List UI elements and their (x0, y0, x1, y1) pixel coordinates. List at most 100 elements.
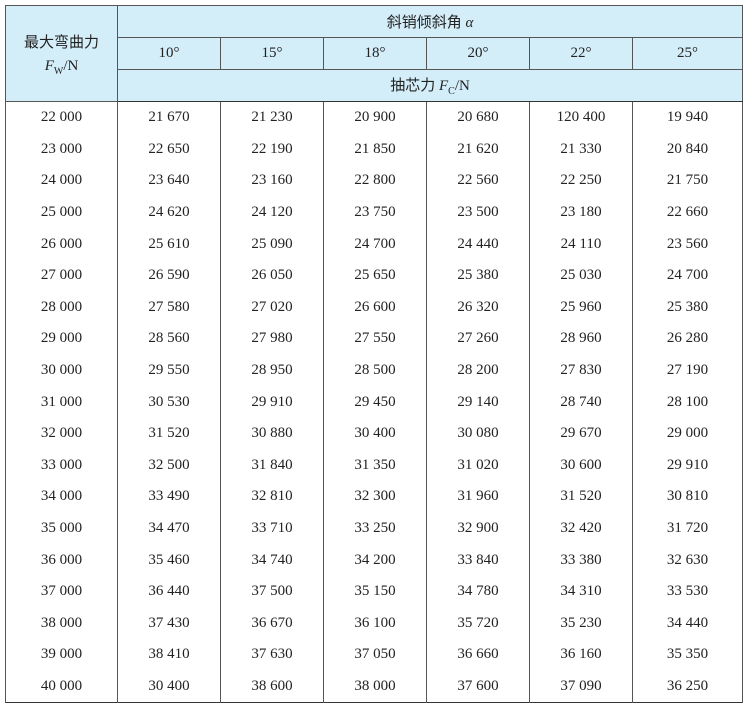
bending-force-cell: 37 000 (5, 575, 118, 608)
core-pulling-force-cell: 35 460 (117, 544, 221, 576)
core-pulling-force-cell: 21 750 (631, 165, 744, 197)
core-pulling-force-cell: 28 950 (220, 354, 324, 387)
core-pulling-force-cell: 32 810 (220, 481, 324, 513)
core-pulling-force-cell: 38 000 (323, 670, 427, 703)
core-pulling-force-cell: 22 660 (631, 196, 744, 229)
core-pulling-force-cell: 28 200 (426, 354, 530, 387)
angle-header-cell: 15° (220, 37, 324, 70)
table-row: 38 000 37 430 36 670 36 100 35 720 35 230 34 4… (5, 607, 744, 640)
core-pulling-force-cell: 33 710 (220, 512, 324, 545)
core-pulling-force-cell: 20 680 (426, 101, 530, 134)
result-symbol: F (439, 78, 449, 94)
core-pulling-force-cell: 34 200 (323, 544, 427, 576)
table-row: 23 000 22 650 22 190 21 850 21 620 21 330 20 8… (5, 133, 744, 166)
core-pulling-force-cell: 23 750 (323, 196, 427, 229)
table-row: 35 000 34 470 33 710 33 250 32 900 32 420 31 7… (5, 512, 744, 545)
bending-force-cell: 40 000 (5, 670, 118, 703)
core-pulling-force-cell: 27 980 (220, 323, 324, 355)
bending-force-cell: 28 000 (5, 291, 118, 324)
core-pulling-force-cell: 32 900 (426, 512, 530, 545)
core-pulling-force-cell: 30 600 (529, 449, 633, 482)
table-row: 30 000 29 550 28 950 28 500 28 200 27 830 27 1… (5, 354, 744, 387)
core-pulling-force-cell: 33 490 (117, 481, 221, 513)
core-pulling-force-cell: 34 470 (117, 512, 221, 545)
table-row: 26 000 25 610 25 090 24 700 24 440 24 110 23 5… (5, 228, 744, 260)
core-pulling-force-cell: 36 100 (323, 607, 427, 640)
core-pulling-force-cell: 36 440 (117, 575, 221, 608)
angle-symbol: α (465, 15, 474, 31)
core-pulling-force-cell: 22 800 (323, 165, 427, 197)
core-pulling-force-cell: 29 910 (220, 386, 324, 418)
table-row: 33 000 32 500 31 840 31 350 31 020 30 600 29 9… (5, 449, 744, 482)
core-pulling-force-cell: 22 190 (220, 133, 324, 166)
core-pulling-force-cell: 24 120 (220, 196, 324, 229)
table-row: 34 000 33 490 32 810 32 300 31 960 31 520 30 8… (5, 481, 744, 513)
core-pulling-force-cell: 36 160 (529, 639, 633, 671)
core-pulling-force-cell: 29 000 (631, 417, 744, 450)
core-pulling-force-cell: 31 350 (323, 449, 427, 482)
core-pulling-force-cell: 36 660 (426, 639, 530, 671)
core-pulling-force-cell: 27 190 (631, 354, 744, 387)
core-pulling-force-cell: 38 600 (220, 670, 324, 703)
core-pulling-force-cell: 25 380 (426, 259, 530, 292)
core-pulling-force-cell: 28 560 (117, 323, 221, 355)
core-pulling-force-cell: 25 090 (220, 228, 324, 260)
core-pulling-force-cell: 27 020 (220, 291, 324, 324)
core-pulling-force-cell: 24 700 (323, 228, 427, 260)
core-pulling-force-cell: 32 500 (117, 449, 221, 482)
bending-force-cell: 33 000 (5, 449, 118, 482)
core-pulling-force-cell: 25 960 (529, 291, 633, 324)
core-pulling-force-cell: 37 430 (117, 607, 221, 640)
core-pulling-force-cell: 29 910 (631, 449, 744, 482)
bending-force-cell: 32 000 (5, 417, 118, 450)
angle-group-label: 斜销倾斜角 (386, 15, 462, 31)
result-header: 抽芯力 FC/N (116, 69, 744, 102)
core-pulling-force-cell: 19 940 (631, 101, 744, 134)
core-pulling-force-cell: 34 440 (631, 607, 744, 640)
core-pulling-force-cell: 20 900 (323, 101, 427, 134)
core-pulling-force-cell: 30 400 (117, 670, 221, 703)
core-pulling-force-cell: 24 110 (529, 228, 633, 260)
core-pulling-force-cell: 24 700 (631, 259, 744, 292)
table-row: 31 000 30 530 29 910 29 450 29 140 28 740 28 1… (5, 386, 744, 418)
core-pulling-force-cell: 27 260 (426, 323, 530, 355)
bending-force-cell: 36 000 (5, 544, 118, 576)
core-pulling-force-cell: 34 740 (220, 544, 324, 576)
core-pulling-force-cell: 21 850 (323, 133, 427, 166)
core-pulling-force-cell: 21 670 (117, 101, 221, 134)
core-pulling-force-cell: 31 520 (529, 481, 633, 513)
core-pulling-force-cell: 31 020 (426, 449, 530, 482)
core-pulling-force-cell: 35 720 (426, 607, 530, 640)
core-pulling-force-cell: 27 830 (529, 354, 633, 387)
bending-force-table: 最大弯曲力 FW/N 斜销倾斜角 α 10° 15° 18° 20° 22° 25° 抽芯… (5, 5, 744, 704)
result-label: 抽芯力 (390, 78, 436, 94)
core-pulling-force-cell: 22 650 (117, 133, 221, 166)
table-row: 36 000 35 460 34 740 34 200 33 840 33 380 32 6… (5, 544, 744, 576)
bending-force-cell: 24 000 (5, 165, 118, 197)
angle-header-cell: 10° (117, 37, 221, 70)
bending-force-cell: 26 000 (5, 228, 118, 260)
core-pulling-force-cell: 37 050 (323, 639, 427, 671)
angle-header-cell: 25° (631, 37, 744, 70)
core-pulling-force-cell: 24 620 (117, 196, 221, 229)
core-pulling-force-cell: 36 250 (631, 670, 744, 703)
core-pulling-force-cell: 27 580 (117, 291, 221, 324)
core-pulling-force-cell: 35 350 (631, 639, 744, 671)
table-row: 28 000 27 580 27 020 26 600 26 320 25 960 25 3… (5, 291, 744, 324)
core-pulling-force-cell: 33 530 (631, 575, 744, 608)
bending-force-cell: 29 000 (5, 323, 118, 355)
core-pulling-force-cell: 37 630 (220, 639, 324, 671)
core-pulling-force-cell: 23 640 (117, 165, 221, 197)
bending-force-cell: 27 000 (5, 259, 118, 292)
table-row: 27 000 26 590 26 050 25 650 25 380 25 030 24 7… (5, 259, 744, 292)
table-row: 29 000 28 560 27 980 27 550 27 260 28 960 26 2… (5, 323, 744, 355)
core-pulling-force-cell: 25 380 (631, 291, 744, 324)
bending-force-cell: 31 000 (5, 386, 118, 418)
core-pulling-force-cell: 30 530 (117, 386, 221, 418)
core-pulling-force-cell: 37 500 (220, 575, 324, 608)
core-pulling-force-cell: 26 590 (117, 259, 221, 292)
core-pulling-force-cell: 33 840 (426, 544, 530, 576)
core-pulling-force-cell: 21 620 (426, 133, 530, 166)
table-row: 25 000 24 620 24 120 23 750 23 500 23 180 22 6… (5, 196, 744, 229)
row-header-unit: /N (63, 57, 79, 74)
